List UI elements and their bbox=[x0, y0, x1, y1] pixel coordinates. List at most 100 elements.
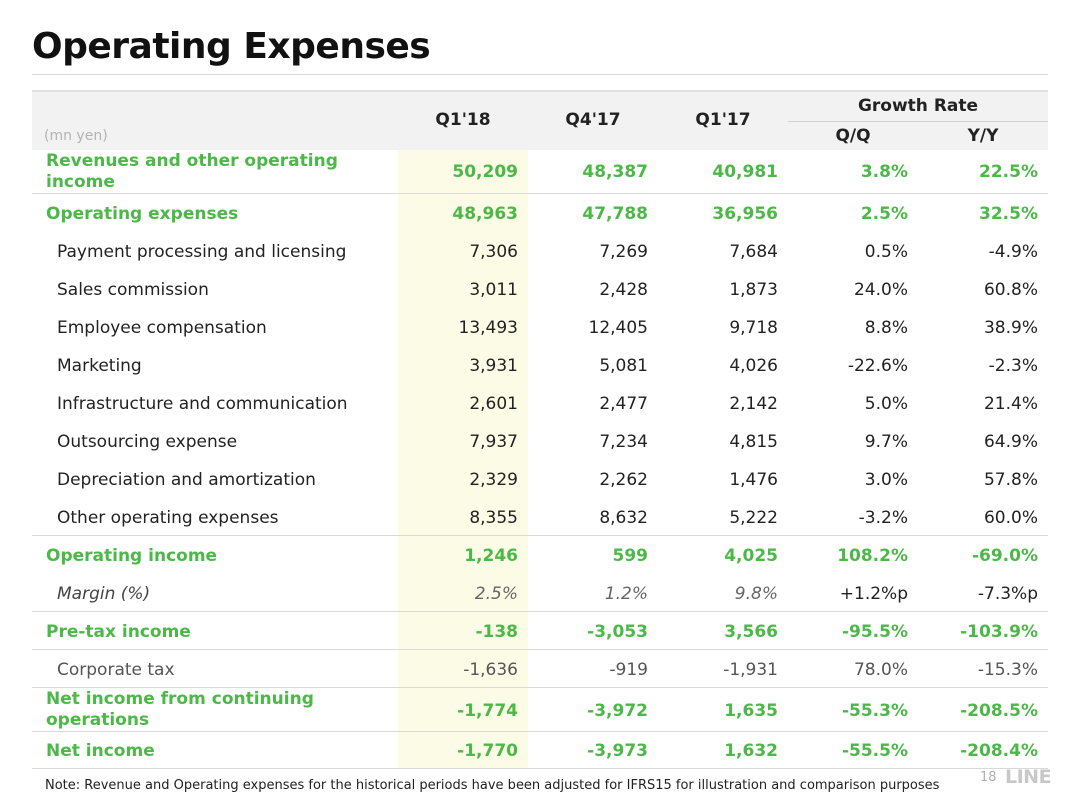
row-label: Operating income bbox=[46, 546, 218, 566]
cell-q4-17: 2,262 bbox=[599, 470, 648, 490]
cell-yy: 60.0% bbox=[983, 508, 1038, 528]
cell-q1-18: -1,636 bbox=[463, 660, 518, 680]
cell-q1-17: -1,931 bbox=[723, 660, 778, 680]
cell-yy: -208.5% bbox=[960, 701, 1038, 721]
row-label: Outsourcing expense bbox=[57, 432, 238, 452]
cell-qq: 108.2% bbox=[837, 546, 908, 566]
cell-yy: -15.3% bbox=[977, 660, 1038, 680]
cell-q1-18: 3,011 bbox=[469, 280, 518, 300]
footnote: Note: Revenue and Operating expenses for… bbox=[45, 778, 940, 793]
cell-qq: 9.7% bbox=[864, 432, 908, 452]
row-label: Marketing bbox=[57, 356, 142, 376]
cell-q1-17: 5,222 bbox=[729, 508, 778, 528]
row-label-line-2: income bbox=[46, 172, 115, 192]
cell-q1-17: 4,025 bbox=[724, 546, 778, 566]
cell-q4-17: 5,081 bbox=[599, 356, 648, 376]
table-header-band bbox=[32, 90, 1048, 150]
cell-yy: -103.9% bbox=[960, 622, 1038, 642]
cell-q1-17: 4,026 bbox=[729, 356, 778, 376]
cell-qq: 78.0% bbox=[853, 660, 908, 680]
cell-qq: -55.3% bbox=[841, 701, 908, 721]
cell-q4-17: 1.2% bbox=[604, 584, 648, 604]
cell-q1-18: 8,355 bbox=[469, 508, 518, 528]
cell-q1-17: 7,684 bbox=[729, 242, 778, 262]
title-divider bbox=[32, 74, 1048, 75]
row-label: Margin (%) bbox=[57, 584, 151, 604]
cell-q4-17: -3,973 bbox=[587, 741, 648, 761]
table-row-revenues: Revenues and other operating income 50,2… bbox=[32, 150, 1048, 193]
cell-qq: 0.5% bbox=[864, 242, 908, 262]
cell-q4-17: 7,269 bbox=[599, 242, 648, 262]
cell-q4-17: 48,387 bbox=[582, 162, 648, 182]
cell-yy: -69.0% bbox=[971, 546, 1038, 566]
cell-qq: +1.2%p bbox=[839, 584, 908, 604]
row-label: Operating expenses bbox=[46, 204, 239, 224]
line-logo: LINE bbox=[1005, 766, 1052, 788]
cell-yy: -7.3%p bbox=[977, 584, 1038, 604]
cell-qq: 3.8% bbox=[860, 162, 908, 182]
cell-yy: 38.9% bbox=[983, 318, 1038, 338]
cell-qq: -3.2% bbox=[858, 508, 908, 528]
column-header-q4-17: Q4'17 bbox=[565, 110, 621, 130]
cell-q4-17: 599 bbox=[612, 546, 649, 566]
cell-q1-18: 2.5% bbox=[474, 584, 518, 604]
cell-q1-18: 7,937 bbox=[469, 432, 518, 452]
cell-q1-17: 2,142 bbox=[729, 394, 778, 414]
cell-q1-18: -138 bbox=[475, 622, 518, 642]
cell-q4-17: 2,477 bbox=[599, 394, 648, 414]
cell-yy: 60.8% bbox=[983, 280, 1038, 300]
cell-q1-17: 9.8% bbox=[734, 584, 778, 604]
q1-18-column-highlight bbox=[398, 150, 528, 768]
cell-q1-17: 1,873 bbox=[729, 280, 778, 300]
row-label: Payment processing and licensing bbox=[57, 242, 347, 262]
cell-q1-18: 13,493 bbox=[458, 318, 518, 338]
cell-q1-17: 1,635 bbox=[724, 701, 778, 721]
cell-q1-18: 2,329 bbox=[469, 470, 518, 490]
row-divider bbox=[32, 649, 1048, 650]
row-label: Net income bbox=[46, 741, 155, 761]
cell-q1-18: 3,931 bbox=[469, 356, 518, 376]
row-label: Pre-tax income bbox=[46, 622, 191, 642]
cell-yy: -4.9% bbox=[988, 242, 1038, 262]
column-header-yy: Y/Y bbox=[967, 126, 999, 146]
unit-label: (mn yen) bbox=[44, 128, 108, 144]
row-divider bbox=[32, 535, 1048, 536]
row-divider bbox=[32, 687, 1048, 688]
row-label: Net income from continuing operations bbox=[46, 689, 314, 731]
cell-q1-18: 50,209 bbox=[452, 162, 518, 182]
table-top-border bbox=[32, 90, 1048, 92]
cell-q4-17: 2,428 bbox=[599, 280, 648, 300]
row-label: Other operating expenses bbox=[57, 508, 279, 528]
cell-qq: -55.5% bbox=[841, 741, 908, 761]
column-header-qq: Q/Q bbox=[835, 126, 871, 146]
row-label: Sales commission bbox=[57, 280, 209, 300]
row-label-line-1: Revenues and other operating bbox=[46, 151, 338, 171]
column-header-q1-17: Q1'17 bbox=[695, 110, 751, 130]
row-divider bbox=[32, 611, 1048, 612]
cell-qq: 24.0% bbox=[853, 280, 908, 300]
cell-q1-18: 1,246 bbox=[464, 546, 518, 566]
cell-q1-17: 36,956 bbox=[712, 204, 778, 224]
cell-q4-17: 12,405 bbox=[588, 318, 648, 338]
cell-q1-18: -1,774 bbox=[457, 701, 518, 721]
cell-q1-17: 1,476 bbox=[729, 470, 778, 490]
page-title: Operating Expenses bbox=[32, 26, 431, 67]
cell-qq: 5.0% bbox=[864, 394, 908, 414]
cell-q1-18: 48,963 bbox=[452, 204, 518, 224]
cell-q1-18: 7,306 bbox=[469, 242, 518, 262]
cell-q1-17: 3,566 bbox=[724, 622, 778, 642]
cell-yy: 21.4% bbox=[983, 394, 1038, 414]
cell-qq: -22.6% bbox=[847, 356, 908, 376]
cell-qq: 2.5% bbox=[860, 204, 908, 224]
column-header-q1-18: Q1'18 bbox=[435, 110, 491, 130]
row-divider bbox=[32, 731, 1048, 732]
row-label: Revenues and other operating income bbox=[46, 151, 338, 193]
footer-divider bbox=[32, 768, 1048, 769]
cell-yy: -208.4% bbox=[960, 741, 1038, 761]
cell-q4-17: 7,234 bbox=[599, 432, 648, 452]
cell-q1-18: 2,601 bbox=[469, 394, 518, 414]
cell-q1-17: 9,718 bbox=[729, 318, 778, 338]
page-number: 18 bbox=[980, 770, 997, 785]
cell-q4-17: 8,632 bbox=[599, 508, 648, 528]
row-label: Corporate tax bbox=[57, 660, 175, 680]
